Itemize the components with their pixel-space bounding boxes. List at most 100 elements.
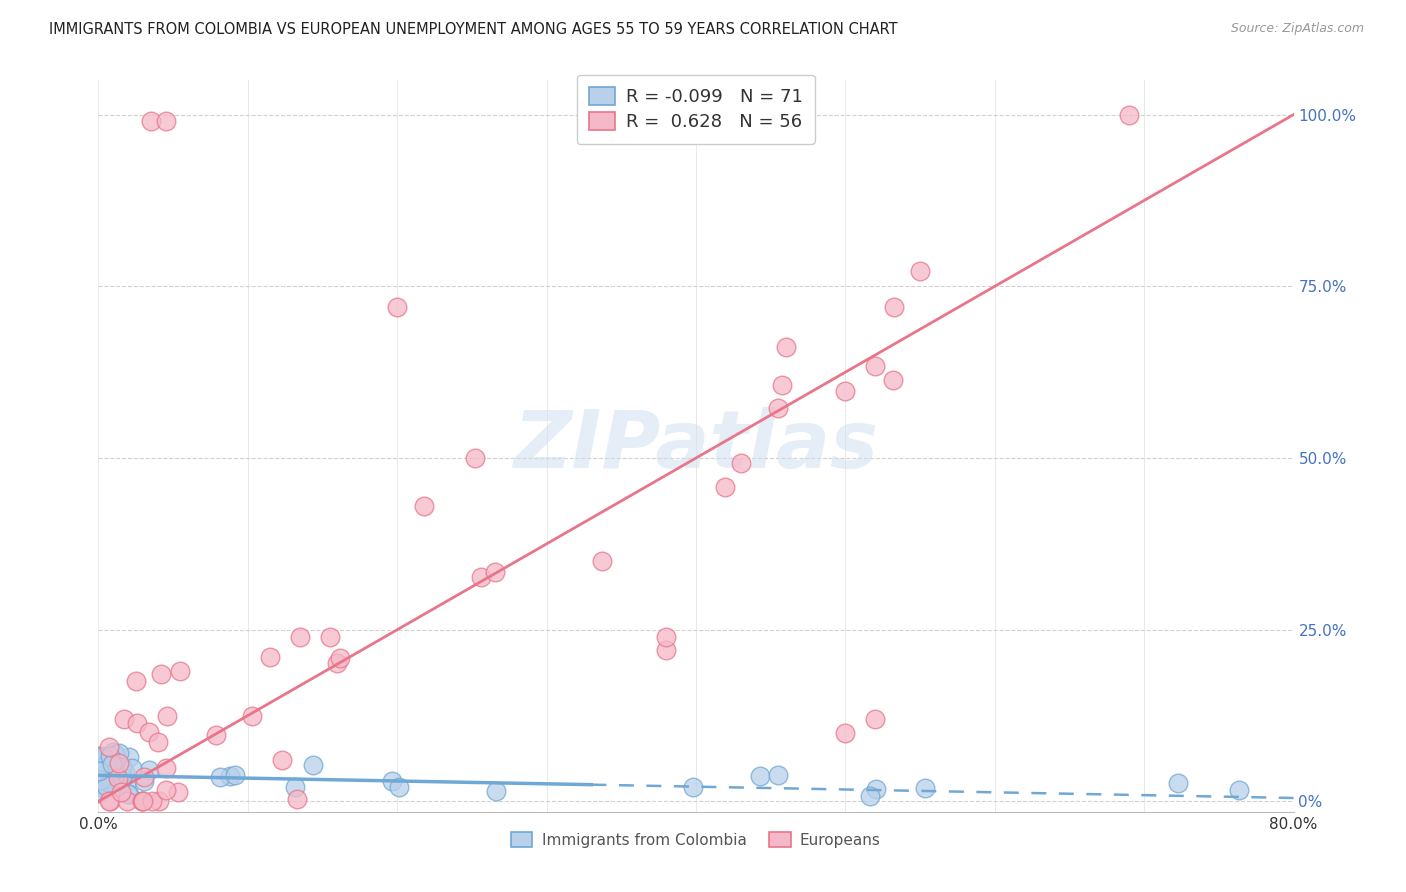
Point — [104, 772, 127, 787]
Point — [319, 630, 342, 644]
Point — [93, 751, 115, 765]
Point — [89, 770, 111, 784]
Point — [205, 728, 228, 742]
Point — [329, 651, 352, 665]
Point — [1227, 782, 1250, 797]
Point — [259, 650, 281, 665]
Point — [131, 794, 153, 808]
Point — [131, 794, 153, 808]
Point — [93, 757, 115, 772]
Point — [117, 750, 139, 764]
Point — [381, 774, 404, 789]
Point — [87, 764, 110, 778]
Point — [97, 763, 120, 777]
Point — [288, 630, 311, 644]
Point — [775, 340, 797, 354]
Point — [464, 450, 486, 465]
Point — [111, 770, 134, 784]
Point — [865, 359, 887, 373]
Point — [87, 755, 110, 769]
Point — [219, 769, 242, 783]
Point — [89, 780, 111, 794]
Point — [125, 673, 148, 688]
Point — [111, 760, 134, 774]
Point — [388, 780, 411, 794]
Point — [89, 772, 111, 787]
Point — [138, 725, 160, 739]
Point — [94, 758, 117, 772]
Point — [859, 789, 882, 804]
Point — [413, 499, 436, 513]
Point — [287, 792, 309, 806]
Point — [118, 787, 141, 801]
Point — [104, 768, 127, 782]
Point — [94, 765, 117, 780]
Point — [484, 784, 506, 798]
Point — [883, 300, 905, 314]
Point — [91, 773, 114, 788]
Point — [87, 749, 110, 764]
Point — [90, 769, 112, 783]
Point — [105, 762, 128, 776]
Point — [166, 785, 188, 799]
Point — [385, 300, 409, 314]
Text: IMMIGRANTS FROM COLOMBIA VS EUROPEAN UNEMPLOYMENT AMONG AGES 55 TO 59 YEARS CORR: IMMIGRANTS FROM COLOMBIA VS EUROPEAN UNE… — [49, 22, 898, 37]
Point — [655, 630, 678, 644]
Point — [882, 373, 904, 387]
Point — [90, 761, 112, 775]
Point — [98, 764, 121, 778]
Point — [834, 725, 856, 739]
Point — [301, 758, 323, 772]
Point — [87, 764, 110, 778]
Point — [270, 753, 292, 767]
Point — [139, 114, 162, 128]
Point — [104, 747, 127, 762]
Point — [1167, 776, 1189, 790]
Point — [682, 780, 704, 795]
Point — [208, 770, 231, 784]
Point — [101, 757, 124, 772]
Point — [149, 666, 172, 681]
Point — [87, 750, 110, 764]
Point — [91, 773, 114, 788]
Point — [169, 664, 191, 678]
Point — [108, 746, 131, 760]
Text: Source: ZipAtlas.com: Source: ZipAtlas.com — [1230, 22, 1364, 36]
Point — [91, 749, 114, 764]
Point — [127, 715, 149, 730]
Point — [112, 712, 135, 726]
Point — [96, 780, 118, 794]
Point — [89, 767, 111, 781]
Point — [908, 263, 931, 277]
Point — [284, 780, 307, 794]
Point — [97, 794, 120, 808]
Point — [91, 761, 114, 775]
Point — [110, 785, 132, 799]
Point — [766, 768, 789, 782]
Point — [132, 770, 155, 784]
Point — [730, 457, 752, 471]
Point — [117, 787, 139, 801]
Point — [148, 735, 170, 749]
Point — [98, 768, 121, 782]
Point — [93, 777, 115, 791]
Point — [914, 781, 936, 796]
Point — [148, 794, 170, 808]
Point — [115, 794, 138, 808]
Point — [591, 554, 613, 568]
Point — [101, 759, 124, 773]
Point — [156, 709, 179, 723]
Point — [713, 480, 735, 494]
Text: ZIPatlas: ZIPatlas — [513, 407, 879, 485]
Point — [117, 774, 139, 789]
Point — [240, 708, 263, 723]
Point — [93, 765, 115, 780]
Point — [96, 756, 118, 771]
Point — [141, 794, 163, 808]
Point — [766, 401, 789, 415]
Point — [770, 378, 793, 392]
Point — [865, 712, 887, 726]
Point — [155, 761, 177, 775]
Point — [98, 794, 121, 808]
Point — [96, 764, 118, 778]
